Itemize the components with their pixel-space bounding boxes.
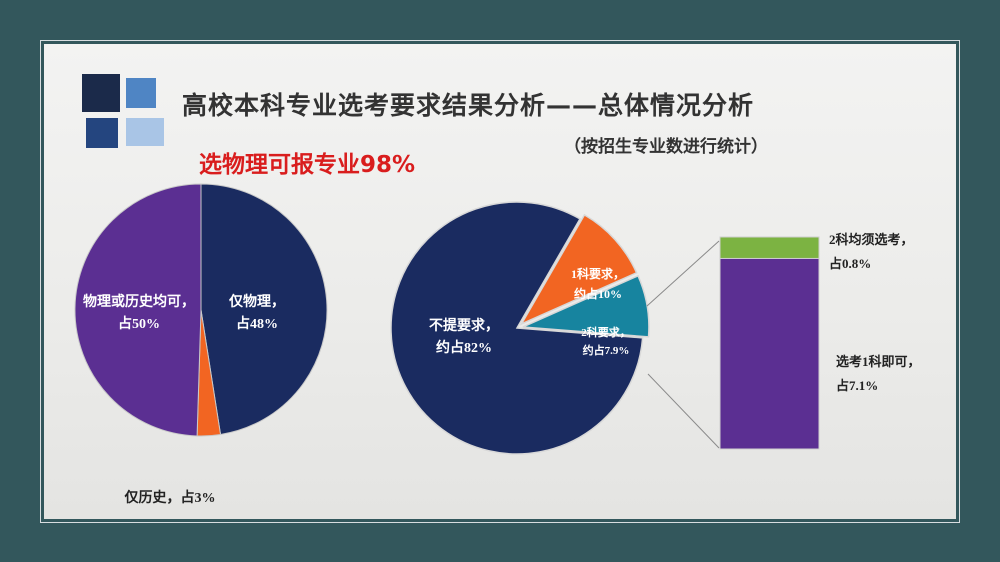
bar-label-one-subject: 选考1科即可，占7.1%: [836, 354, 921, 393]
bar-segment-two-subjects: [719, 236, 820, 259]
pie2-label-no-requirement: 不提要求，约占82%: [429, 317, 499, 356]
highlight-text: 选物理可报专业98%: [199, 152, 416, 178]
chart-area: 仅物理，占48% 物理或历史均可，占50% 仅历史，占3% 不提要求，约占82% 1科要…: [74, 183, 921, 506]
connector-line-bottom: [647, 373, 720, 449]
bar-label-two-subjects: 2科均须选考，占0.8%: [829, 232, 914, 271]
slide-frame: 高校本科专业选考要求结果分析——总体情况分析 （按招生专业数进行统计） 选物理可…: [40, 40, 960, 523]
logo-icon: [82, 74, 164, 148]
page-title: 高校本科专业选考要求结果分析——总体情况分析: [182, 91, 755, 120]
pie1-label-either: 物理或历史均可，占50%: [83, 293, 195, 332]
pie1-slice-either: [74, 183, 202, 437]
bar-segment-one-subject: [719, 257, 820, 450]
pie2-label-two-subjects: 2科要求，约占7.9%: [581, 325, 631, 357]
connector-line-top: [646, 240, 720, 307]
pie2-label-one-subject: 1科要求，约占10%: [571, 266, 625, 301]
pie2-slice-one-subject: [519, 213, 638, 326]
pie2-slice-no-requirement: [390, 201, 644, 455]
pie1-label-history-only: 仅历史，占3%: [124, 489, 216, 506]
pie1-label-physics-only: 仅物理，占48%: [228, 293, 285, 332]
slide: 高校本科专业选考要求结果分析——总体情况分析 （按招生专业数进行统计） 选物理可…: [44, 44, 956, 519]
page-subtitle: （按招生专业数进行统计）: [564, 137, 768, 157]
pie1-slice-physics-only: [200, 183, 328, 436]
